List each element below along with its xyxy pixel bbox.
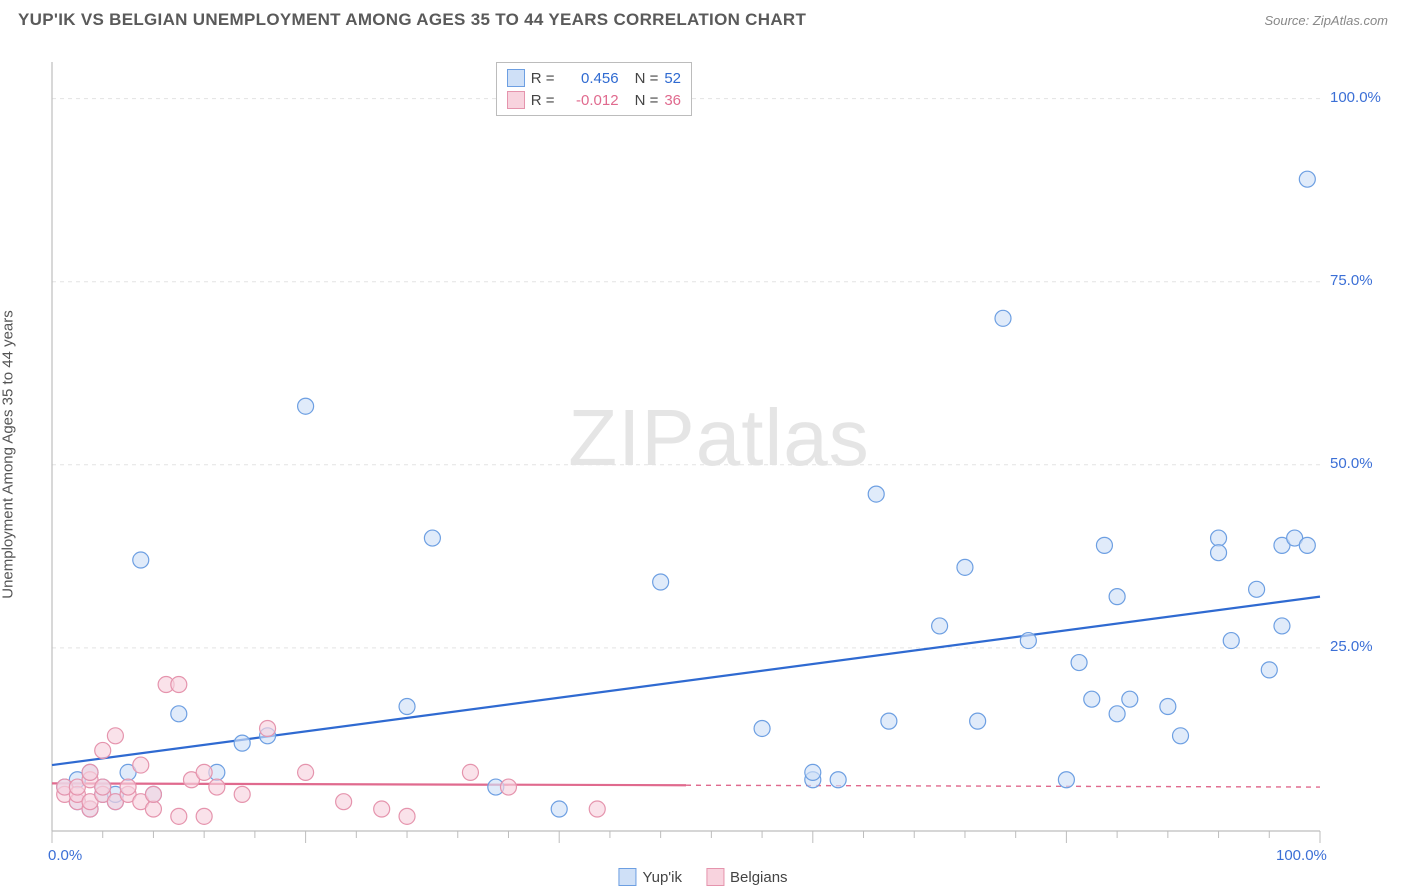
data-point <box>805 764 821 780</box>
data-point <box>830 772 846 788</box>
series-swatch <box>507 91 525 109</box>
data-point <box>995 310 1011 326</box>
data-point <box>298 764 314 780</box>
trend-line-dashed <box>686 785 1320 787</box>
data-point <box>196 764 212 780</box>
r-value: 0.456 <box>561 70 619 87</box>
data-point <box>1096 537 1112 553</box>
r-value: -0.012 <box>561 92 619 109</box>
chart-title: YUP'IK VS BELGIAN UNEMPLOYMENT AMONG AGE… <box>18 10 806 30</box>
y-axis-label: Unemployment Among Ages 35 to 44 years <box>0 310 17 599</box>
n-label: N = <box>635 70 659 87</box>
legend-label: Yup'ik <box>642 869 682 886</box>
data-point <box>399 698 415 714</box>
data-point <box>107 728 123 744</box>
data-point <box>1299 171 1315 187</box>
data-point <box>1299 537 1315 553</box>
data-point <box>145 801 161 817</box>
data-point <box>1020 633 1036 649</box>
data-point <box>1160 698 1176 714</box>
data-point <box>1223 633 1239 649</box>
trend-line <box>52 783 686 785</box>
data-point <box>133 757 149 773</box>
data-point <box>1173 728 1189 744</box>
data-point <box>932 618 948 634</box>
data-point <box>260 720 276 736</box>
data-point <box>145 786 161 802</box>
data-point <box>1084 691 1100 707</box>
data-point <box>171 677 187 693</box>
data-point <box>298 398 314 414</box>
data-point <box>1058 772 1074 788</box>
r-label: R = <box>531 70 555 87</box>
data-point <box>196 808 212 824</box>
data-point <box>970 713 986 729</box>
legend-swatch <box>706 868 724 886</box>
data-point <box>881 713 897 729</box>
r-label: R = <box>531 92 555 109</box>
correlation-row: R = 0.456 N = 52 <box>507 67 681 89</box>
data-point <box>1261 662 1277 678</box>
data-point <box>336 794 352 810</box>
data-point <box>868 486 884 502</box>
y-axis-tick-label: 100.0% <box>1330 89 1381 106</box>
data-point <box>234 735 250 751</box>
data-point <box>589 801 605 817</box>
data-point <box>1274 618 1290 634</box>
x-axis-tick-label: 0.0% <box>48 847 82 864</box>
data-point <box>1211 545 1227 561</box>
data-point <box>399 808 415 824</box>
correlation-row: R = -0.012 N = 36 <box>507 89 681 111</box>
x-axis-tick-label: 100.0% <box>1276 847 1327 864</box>
data-point <box>1109 589 1125 605</box>
data-point <box>171 808 187 824</box>
source-label: Source: ZipAtlas.com <box>1264 13 1388 28</box>
legend-item: Yup'ik <box>618 868 682 886</box>
data-point <box>1249 581 1265 597</box>
scatter-plot <box>48 58 1390 849</box>
n-value: 52 <box>664 70 681 87</box>
data-point <box>171 706 187 722</box>
legend-label: Belgians <box>730 869 788 886</box>
data-point <box>653 574 669 590</box>
series-swatch <box>507 69 525 87</box>
data-point <box>424 530 440 546</box>
legend: Yup'ik Belgians <box>618 868 787 886</box>
data-point <box>754 720 770 736</box>
data-point <box>500 779 516 795</box>
data-point <box>1122 691 1138 707</box>
data-point <box>133 552 149 568</box>
data-point <box>1211 530 1227 546</box>
data-point <box>95 779 111 795</box>
y-axis-tick-label: 50.0% <box>1330 455 1373 472</box>
correlation-box: R = 0.456 N = 52 R = -0.012 N = 36 <box>496 62 692 116</box>
n-label: N = <box>635 92 659 109</box>
data-point <box>462 764 478 780</box>
legend-item: Belgians <box>706 868 788 886</box>
data-point <box>82 764 98 780</box>
data-point <box>234 786 250 802</box>
data-point <box>1109 706 1125 722</box>
chart-area: ZIPatlas R =0.456N =52R =-0.012N =36 <box>48 58 1390 849</box>
data-point <box>1071 655 1087 671</box>
legend-swatch <box>618 868 636 886</box>
data-point <box>551 801 567 817</box>
data-point <box>95 742 111 758</box>
data-point <box>374 801 390 817</box>
data-point <box>957 559 973 575</box>
n-value: 36 <box>664 92 681 109</box>
data-point <box>120 779 136 795</box>
data-point <box>209 779 225 795</box>
y-axis-tick-label: 75.0% <box>1330 272 1373 289</box>
y-axis-tick-label: 25.0% <box>1330 638 1373 655</box>
